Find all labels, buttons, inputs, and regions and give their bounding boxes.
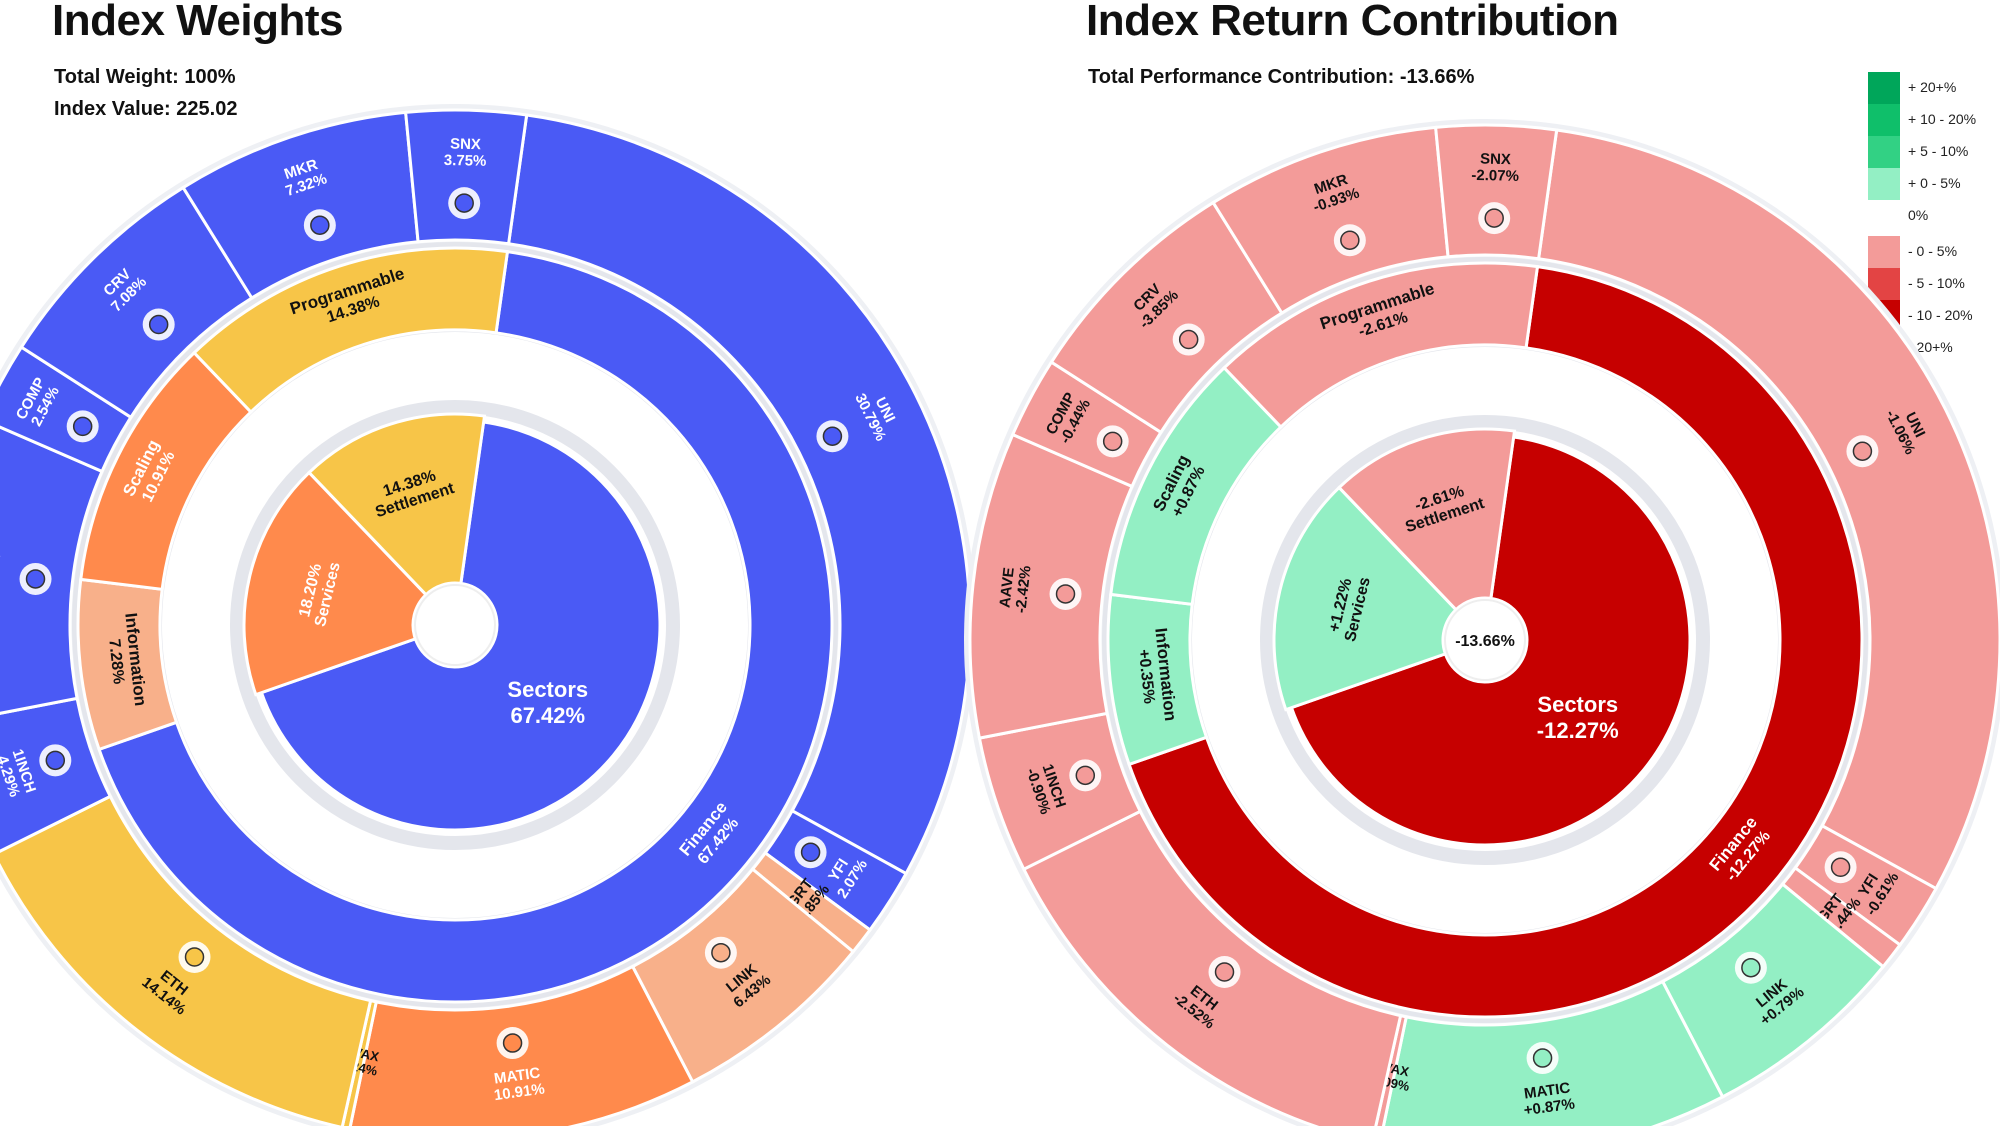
legend-label: + 5 - 10% [1908,143,1969,159]
returns-sector-segment-finance[interactable] [1127,264,1864,1019]
weights-sectors-label: Sectors [507,677,588,702]
legend-label: + 20+% [1908,79,1957,95]
returns-asset-label-snx: SNX-2.07% [1471,150,1519,185]
returns-sectors-label: Sectors [1537,692,1618,717]
matic-token-icon-mark [1532,1048,1553,1068]
total-performance-value: -13.66% [1399,66,1475,88]
weights-asset-segment-snx[interactable] [403,108,529,246]
legend-swatch [1868,72,1900,104]
legend-item: - 0 - 5% [1868,236,2000,268]
weights-inner-sectors-segment[interactable] [259,420,662,832]
legend-label: 0% [1908,207,1929,223]
returns-asset-segment-uni[interactable] [1536,128,2000,891]
returns-asset-segment-snx[interactable] [1433,123,1559,261]
returns-sector-segment-programmable[interactable] [1222,261,1540,430]
returns-asset-label-matic-line: MATIC [1523,1079,1571,1102]
total-weight-label: Total Weight: [54,66,179,88]
comp-token-icon-mark [1102,431,1123,452]
weights-inner-ring [230,400,680,850]
aave-token-icon-mark [1055,584,1076,604]
returns-center-hole [1444,599,1526,681]
returns-inner-ring [1260,415,1710,865]
weights-inner-segment-settlement[interactable] [307,412,487,597]
weights-inner-segment-services[interactable] [242,470,429,697]
weights-sectors-value: 67.42% [510,703,585,728]
index-weights-title: Index Weights [52,0,343,45]
returns-sunburst: UNI-1.06%YFI-0.61%GRT-0.44%LINK+0.79%MAT… [964,119,2000,1126]
total-weight-value: 100% [184,66,236,88]
legend-swatch [1868,236,1900,268]
legend-item: + 20+% [1868,72,2000,104]
link-token-icon-mark [1741,957,1761,978]
yfi-token-icon-mark [800,842,821,862]
index-return-contribution-title: Index Return Contribution [1086,0,1619,45]
index-value-stat: Index Value: 225.02 [54,98,237,121]
weights-asset-label-matic: MATIC10.91% [491,1064,546,1104]
index-value-label: Index Value: [54,98,171,120]
legend-label: - 20+% [1908,339,1953,355]
weights-asset-label-snx-line: SNX [450,136,481,154]
weights-sector-segment-programmable[interactable] [192,246,510,415]
returns-sectors-value: -12.27% [1537,718,1619,743]
returns-asset-label-snx-line: -2.07% [1471,167,1519,185]
aave-token-icon-mark [25,569,46,589]
returns-asset-label-aave: AAVE-2.42% [996,563,1034,614]
legend-label: - 5 - 10% [1908,275,1965,291]
returns-center-total: -13.66% [1455,633,1515,650]
legend-item: - 5 - 10% [1868,268,2000,300]
1inch-token-icon-mark [1075,765,1096,786]
weights-asset-label-matic-line: MATIC [493,1064,541,1087]
yfi-token-icon-mark [1830,857,1851,877]
legend-label: - 10 - 20% [1908,307,1973,323]
legend-item: + 5 - 10% [1868,136,2000,168]
returns-asset-label-snx-line: SNX [1480,151,1511,169]
legend-label: - 0 - 5% [1908,243,1958,259]
total-performance-stat: Total Performance Contribution: -13.66% [1088,66,1474,89]
legend-item: + 0 - 5% [1868,168,2000,200]
crv-token-icon-mark [1178,329,1199,350]
weights-sector-segment-finance[interactable] [97,249,834,1004]
returns-asset-label-matic-line: +0.87% [1523,1095,1576,1119]
snx-token-icon-mark [1484,208,1504,228]
mkr-token-icon-mark [1340,230,1360,250]
returns-inner-segment-settlement[interactable] [1336,427,1517,612]
legend-swatch [1868,168,1900,200]
link-token-icon-mark [711,942,731,963]
matic-token-icon-mark [502,1033,523,1053]
weights-sector-label-information-line: 7.28% [105,638,127,685]
uni-token-icon-mark [1852,441,1873,461]
uni-token-icon-mark [822,426,843,446]
legend-label: + 0 - 5% [1908,175,1961,191]
weights-center-hole [414,584,496,666]
returns-asset-label-matic: MATIC+0.87% [1521,1079,1576,1119]
returns-inner-sectors-segment[interactable] [1289,435,1692,847]
legend-item: + 10 - 20% [1868,104,2000,136]
legend-swatch [1868,136,1900,168]
eth-token-icon-mark [1214,962,1235,982]
1inch-token-icon-mark [45,750,66,771]
total-performance-label: Total Performance Contribution: [1088,66,1395,88]
weights-asset-segment-uni[interactable] [506,113,972,876]
weights-asset-label-snx-line: 3.75% [444,152,487,170]
mkr-token-icon-mark [310,215,330,235]
index-value-value: 225.02 [176,98,238,120]
legend-label: + 10 - 20% [1908,111,1977,127]
legend-swatch [1868,104,1900,136]
returns-inner-segment-services[interactable] [1272,485,1459,712]
legend-item: 0% [1868,200,2000,232]
comp-token-icon-mark [72,416,93,437]
eth-token-icon-mark [184,947,205,967]
weights-asset-label-snx: SNX3.75% [444,135,487,169]
weights-sunburst: UNI30.79%YFI2.07%GRT0.85%LINK6.43%MATIC1… [0,104,976,1126]
total-weight-stat: Total Weight: 100% [54,66,236,89]
returns-asset-label-aave-line: AAVE [996,566,1017,608]
returns-sector-label-information-line: +0.35% [1135,648,1158,704]
snx-token-icon-mark [454,193,474,213]
weights-asset-label-matic-line: 10.91% [493,1080,546,1104]
crv-token-icon-mark [148,314,169,335]
weights-asset-segment-aave[interactable] [0,420,104,724]
returns-asset-label-aave-line: -2.42% [1012,565,1034,614]
